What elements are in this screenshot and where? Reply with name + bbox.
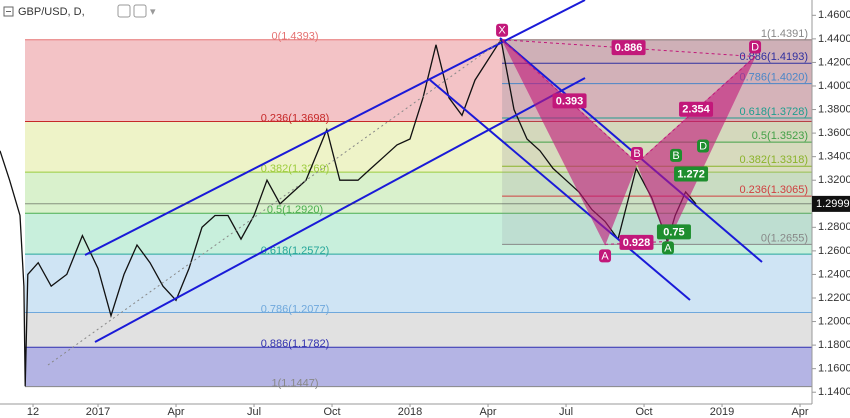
collapse-icon[interactable] (3, 6, 14, 17)
overlay: 0.393 0.928 2.354 0.886 X A B D A B D 1.272 0.75 (25, 23, 812, 263)
fib-label: 0.618(1.2572) (261, 245, 330, 257)
y-tick-label: 1.2400 (818, 268, 850, 280)
ratio-badge (656, 224, 691, 240)
y-tick-label: 1.3200 (818, 174, 850, 186)
fib-label: 0.382(1.3269) (261, 163, 330, 175)
point-label: B (672, 150, 679, 162)
y-tick-label: 1.1400 (818, 386, 850, 398)
y-tick-label: 1.2800 (818, 221, 850, 233)
point-badge (599, 249, 612, 263)
symbol-title: GBP/USD, D, (18, 6, 85, 18)
y-tick-label: 1.4600 (818, 9, 850, 21)
point-badge (697, 139, 710, 153)
y-tick-label: 1.3600 (818, 127, 850, 139)
y-tick-label: 1.3400 (818, 151, 850, 163)
channel-line (429, 79, 691, 301)
x-tick-label: 2019 (710, 406, 734, 418)
point-label: X (498, 25, 506, 37)
fib-label: 0.5(1.3523) (752, 130, 808, 142)
ratio-badge (674, 166, 709, 182)
x-tick-label: Jul (559, 406, 573, 418)
ratio-label: 2.354 (682, 104, 710, 116)
settings-icon[interactable] (133, 4, 147, 18)
last-price-badge (812, 195, 850, 212)
eye-icon[interactable] (117, 4, 131, 18)
point-badge (631, 147, 644, 161)
fib-label: 0.786(1.2077) (261, 303, 330, 315)
point-badge (670, 148, 683, 162)
x-tick-label: Oct (323, 406, 340, 418)
y-tick-label: 1.1800 (818, 339, 850, 351)
x-tick-label: 2018 (398, 406, 422, 418)
fib-label: 0.236(1.3065) (740, 184, 809, 196)
y-tick-label: 1.4400 (818, 33, 850, 45)
channel-line (84, 0, 586, 256)
y-tick-label: 1.4000 (818, 80, 850, 92)
ratio-label: 0.928 (623, 237, 651, 249)
fib-label: 0.618(1.3728) (740, 106, 809, 118)
fib-label: 1(1.4391) (761, 28, 808, 40)
point-label: D (699, 140, 707, 152)
y-tick-label: 1.2200 (818, 292, 850, 304)
point-label: A (664, 242, 672, 254)
fib-label: 0.786(1.4020) (740, 72, 809, 84)
x-tick-label: 2017 (86, 406, 110, 418)
trend-line (47, 39, 503, 366)
point-label: D (751, 41, 759, 53)
point-badge (749, 40, 762, 54)
x-tick-label: Apr (167, 406, 184, 418)
ratio-badge (611, 40, 646, 56)
point-badge (496, 23, 509, 37)
ratio-label: 0.886 (615, 42, 643, 54)
ratio-label: 0.393 (556, 95, 584, 107)
y-tick-label: 1.2000 (818, 315, 850, 327)
y-tick-label: 1.3800 (818, 103, 850, 115)
channel-line (499, 37, 763, 263)
last-price-label: 1.2999 (816, 198, 850, 210)
fib-label: 0(1.2655) (761, 232, 808, 244)
ratio-label: 1.272 (677, 168, 705, 180)
y-tick-label: 1.4200 (818, 56, 850, 68)
x-tick-label: Apr (479, 406, 496, 418)
x-tick-label: Jul (247, 406, 261, 418)
point-badge (661, 241, 674, 255)
fib-label: 1(1.1447) (271, 378, 318, 390)
y-tick-label: 1.1600 (818, 363, 850, 375)
ratio-badge (679, 101, 714, 117)
fib-band (25, 347, 812, 387)
point-label: A (601, 250, 609, 262)
fib-band (502, 39, 812, 64)
fib-label: 0.382(1.3318) (740, 154, 809, 166)
ratio-badge (552, 93, 587, 109)
plot-area: 0(1.4393) 0.236(1.3698) 0.382(1.3269) 0.5(1… (0, 28, 812, 390)
fib-label: 0.886(1.1782) (261, 338, 330, 350)
x-tick-label: Apr (791, 406, 808, 418)
fib-label: 0.5(1.2920) (267, 204, 323, 216)
fib-band (25, 312, 812, 348)
fib-label: 0(1.4393) (271, 31, 318, 43)
ratio-label: 0.75 (663, 226, 684, 238)
fib-label: 0.886(1.4193) (740, 51, 809, 63)
toolbar (0, 0, 175, 22)
ratio-badge (619, 234, 654, 250)
fib-band (25, 254, 812, 313)
channel-line (94, 77, 586, 343)
fib-label: 0.236(1.3698) (261, 112, 330, 124)
x-tick-label: 12 (27, 406, 39, 418)
x-tick-label: Oct (635, 406, 652, 418)
y-tick-label: 1.2600 (818, 245, 850, 257)
menu-icon[interactable]: ▾ (150, 6, 156, 18)
point-label: B (633, 148, 640, 160)
